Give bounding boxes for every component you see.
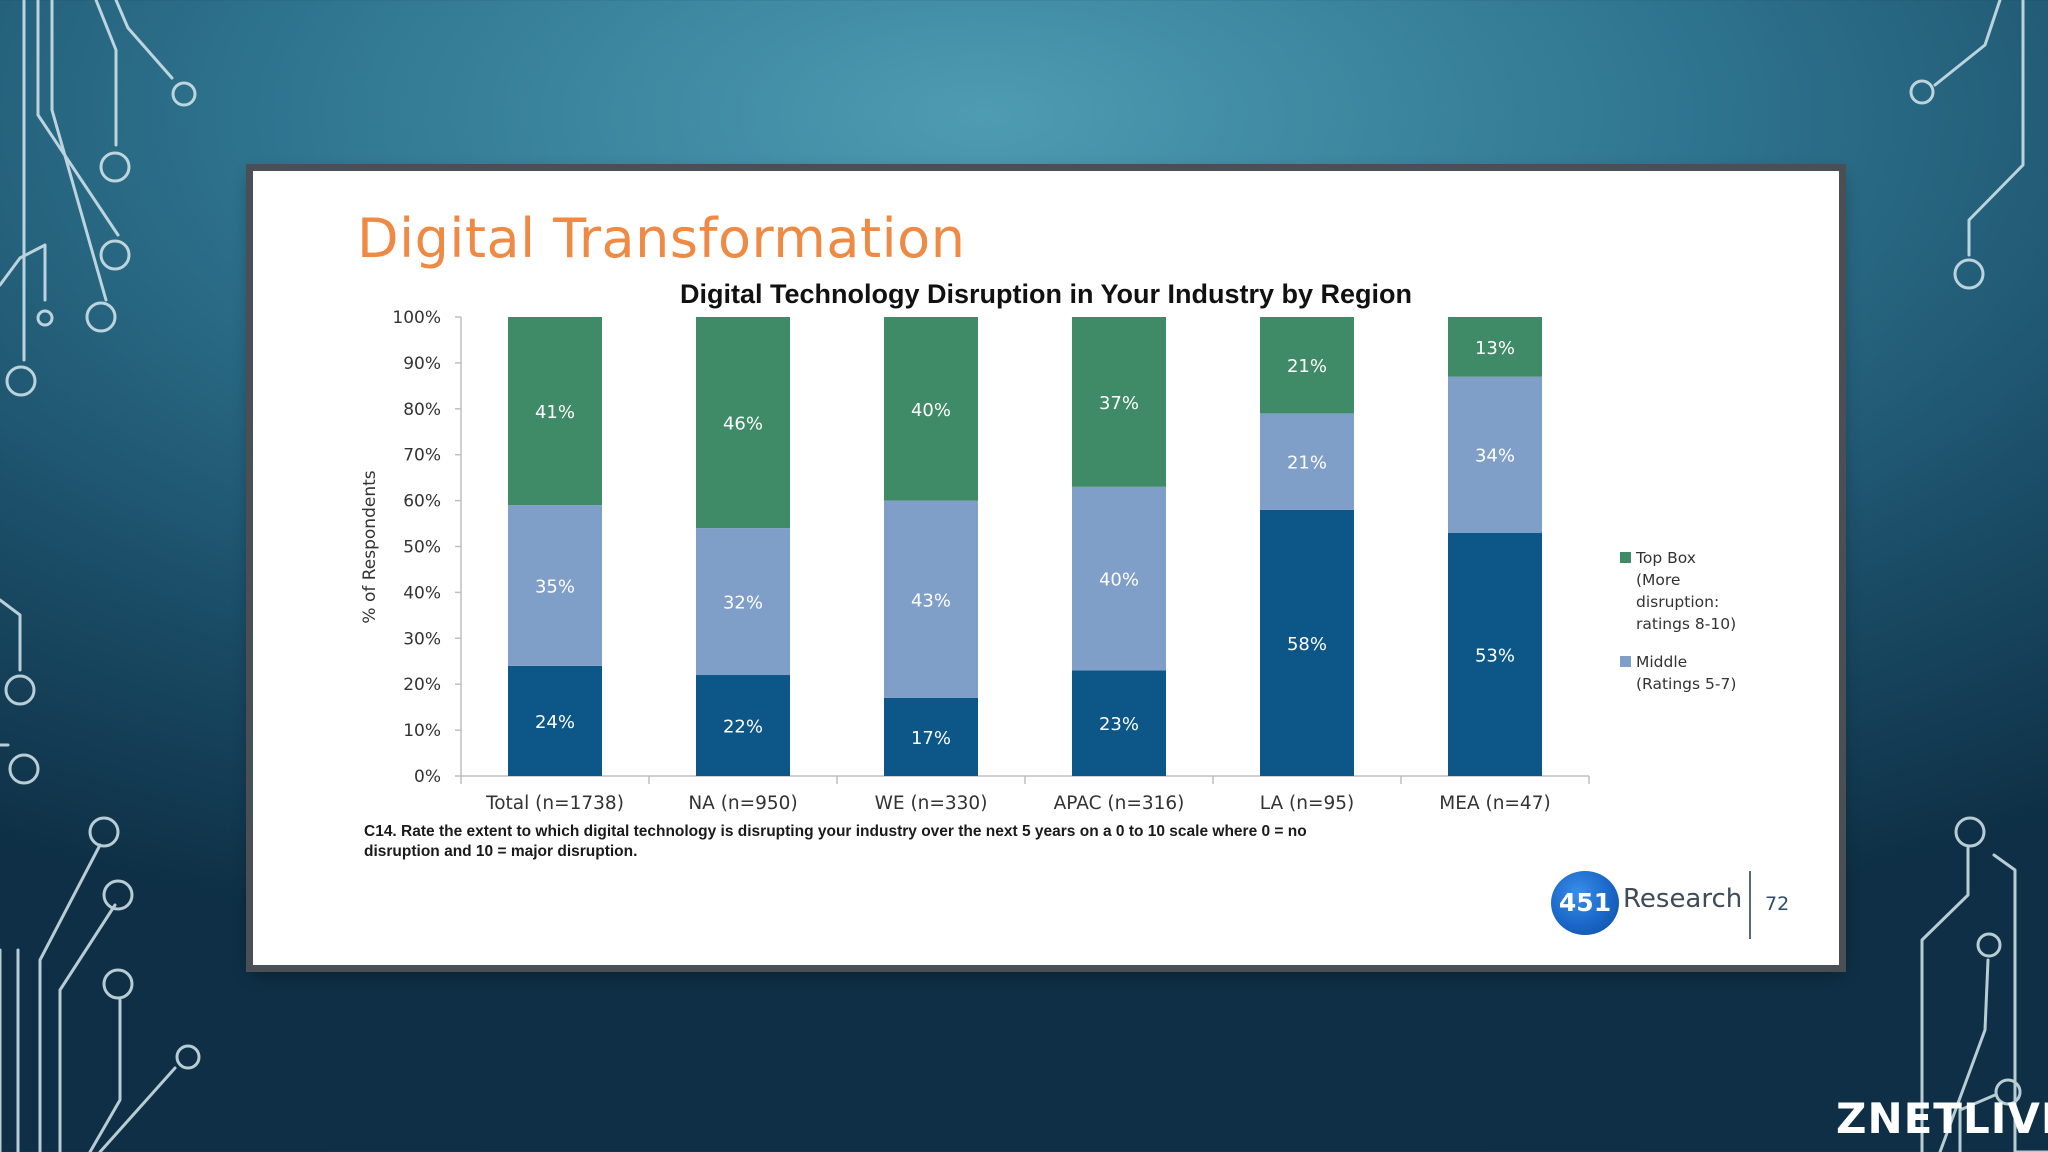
- bar-segment: [508, 505, 602, 666]
- legend-label: ratings 8-10): [1636, 615, 1736, 633]
- y-tick-label: 80%: [403, 400, 441, 420]
- data-label: 24%: [535, 712, 575, 733]
- bar-segment: [1260, 317, 1354, 414]
- data-label: 46%: [723, 414, 763, 435]
- data-label: 40%: [911, 400, 951, 421]
- y-tick-label: 40%: [403, 583, 441, 603]
- bar-segment: [1448, 532, 1542, 776]
- data-label: 22%: [723, 717, 763, 738]
- data-label: 32%: [723, 593, 763, 614]
- bar-segment: [696, 675, 790, 776]
- data-label: 17%: [911, 728, 951, 749]
- data-label: 53%: [1475, 645, 1515, 666]
- bar-segment: [508, 317, 602, 506]
- page-number: 72: [1765, 893, 1790, 915]
- data-label: 37%: [1099, 393, 1139, 414]
- x-tick-label: Total (n=1738): [485, 793, 624, 814]
- data-label: 21%: [1287, 356, 1327, 377]
- x-tick-label: APAC (n=316): [1054, 793, 1185, 814]
- x-tick-label: MEA (n=47): [1439, 793, 1550, 814]
- legend-swatch: [1620, 656, 1631, 667]
- slide-title: Digital Transformation: [357, 207, 966, 270]
- bar-segment: [508, 665, 602, 776]
- y-tick-label: 50%: [403, 538, 441, 558]
- data-label: 13%: [1475, 338, 1515, 359]
- stacked-bar-chart: Digital Technology Disruption in Your In…: [360, 279, 1736, 814]
- data-label: 41%: [535, 402, 575, 423]
- x-tick-label: WE (n=330): [875, 793, 988, 814]
- bar-segment: [1072, 486, 1166, 671]
- y-tick-label: 70%: [403, 446, 441, 466]
- data-label: 40%: [1099, 570, 1139, 591]
- data-label: 58%: [1287, 634, 1327, 655]
- y-tick-label: 0%: [414, 767, 441, 787]
- data-label: 21%: [1287, 453, 1327, 474]
- bar-segment: [1448, 376, 1542, 533]
- bar-segment: [1072, 317, 1166, 487]
- logo-wordmark: Research: [1623, 884, 1743, 914]
- legend-swatch: [1620, 552, 1631, 563]
- bar-segment: [884, 317, 978, 501]
- data-label: 35%: [535, 577, 575, 598]
- y-tick-label: 30%: [403, 629, 441, 649]
- research-logo: 451 Research: [1551, 871, 1811, 941]
- logo-divider: [1749, 871, 1751, 939]
- chart-title: Digital Technology Disruption in Your In…: [680, 279, 1412, 309]
- brand-logo: ZNETLIVE: [1836, 1094, 2048, 1143]
- legend-label: Middle: [1636, 653, 1687, 671]
- bar-segment: [1072, 670, 1166, 776]
- y-tick-label: 20%: [403, 675, 441, 695]
- y-tick-label: 60%: [403, 492, 441, 512]
- y-axis-label: % of Respondents: [360, 470, 380, 623]
- bar-segment: [696, 317, 790, 529]
- legend-label: Top Box: [1635, 549, 1696, 567]
- data-label: 23%: [1099, 714, 1139, 735]
- data-label: 43%: [911, 590, 951, 611]
- x-tick-label: NA (n=950): [688, 793, 797, 814]
- chart-footnote: C14. Rate the extent to which digital te…: [364, 823, 1307, 860]
- y-tick-label: 10%: [403, 721, 441, 741]
- bar-segment: [884, 697, 978, 776]
- bar-segment: [1260, 509, 1354, 776]
- bar-segment: [1448, 317, 1542, 377]
- y-tick-label: 100%: [392, 308, 441, 328]
- bar-segment: [1260, 413, 1354, 510]
- bar-segment: [696, 528, 790, 676]
- y-tick-label: 90%: [403, 354, 441, 374]
- logo-badge: 451: [1551, 871, 1619, 935]
- legend-label: (More: [1636, 571, 1680, 589]
- legend-label: (Ratings 5-7): [1636, 675, 1736, 693]
- slide-panel: Digital Transformation Digital Technolog…: [253, 171, 1839, 965]
- data-label: 34%: [1475, 446, 1515, 467]
- x-tick-label: LA (n=95): [1260, 793, 1354, 814]
- bar-segment: [884, 500, 978, 698]
- legend-label: disruption:: [1636, 593, 1719, 611]
